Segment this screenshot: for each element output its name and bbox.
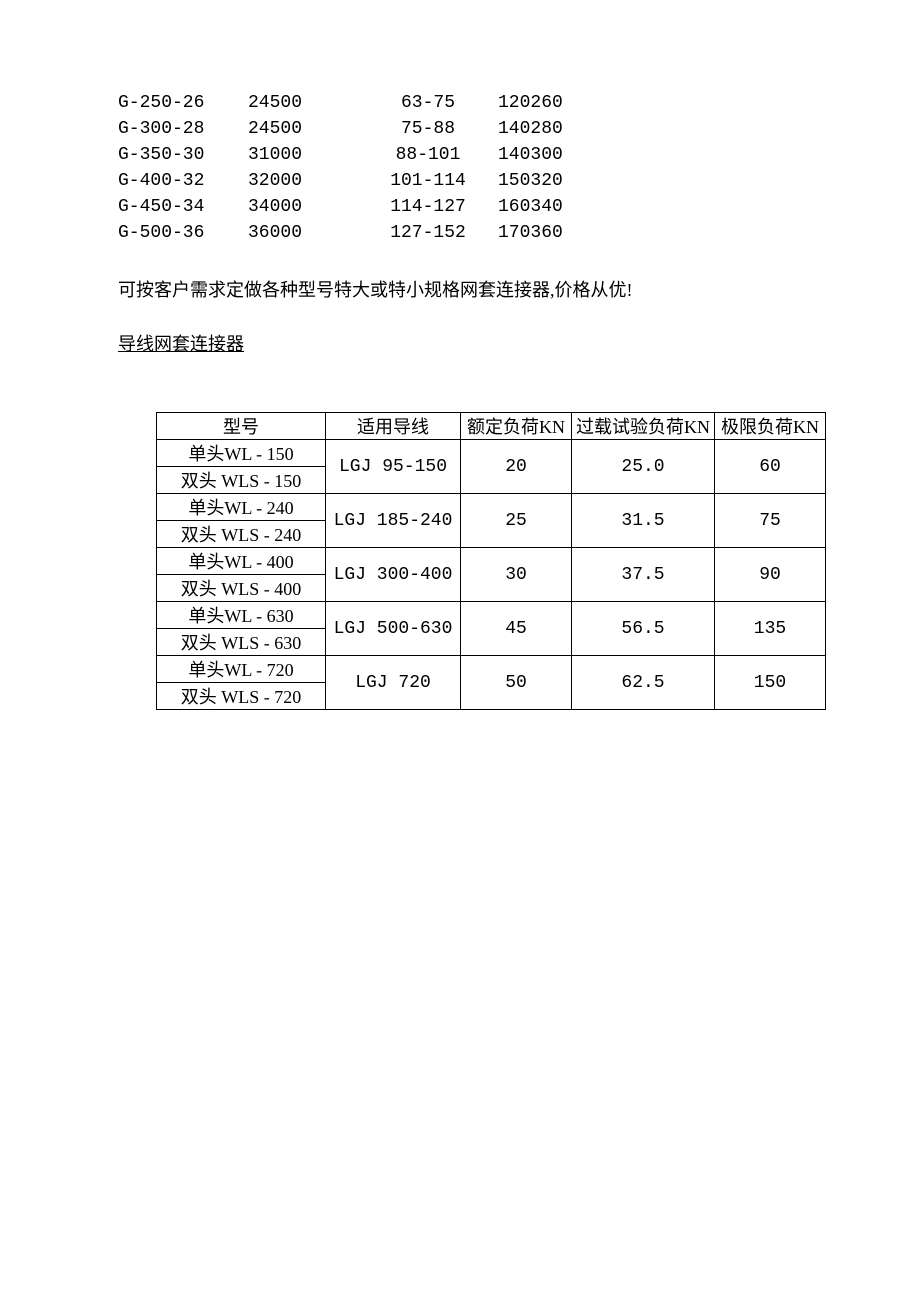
spec-col-model: G-300-28 [118,116,248,142]
cell-rated: 50 [461,656,572,710]
spec-col-c: 127-152 [368,220,488,246]
table-row: 单头WL - 240 LGJ 185-240 25 31.5 75 [157,494,826,521]
spec-col-model: G-400-32 [118,168,248,194]
spec-col-model: G-250-26 [118,90,248,116]
spec-col-b: 32000 [248,168,368,194]
spec-col-d: 120260 [488,90,598,116]
th-wire: 适用导线 [326,413,461,440]
cell-model-double: 双头 WLS - 400 [157,575,326,602]
cell-model-single: 单头WL - 630 [157,602,326,629]
spec-col-d: 140300 [488,142,598,168]
connector-table-wrap: 型号 适用导线 额定负荷KN 过载试验负荷KN 极限负荷KN 单头WL - 15… [156,412,920,710]
spec-col-d: 170360 [488,220,598,246]
cell-overload: 37.5 [572,548,715,602]
spec-col-d: 150320 [488,168,598,194]
spec-col-model: G-450-34 [118,194,248,220]
cell-model-single: 单头WL - 720 [157,656,326,683]
spec-col-b: 34000 [248,194,368,220]
cell-wire: LGJ 500-630 [326,602,461,656]
spec-col-model: G-350-30 [118,142,248,168]
cell-rated: 25 [461,494,572,548]
cell-model-double: 双头 WLS - 720 [157,683,326,710]
table-header-row: 型号 适用导线 额定负荷KN 过载试验负荷KN 极限负荷KN [157,413,826,440]
table-row: 单头WL - 630 LGJ 500-630 45 56.5 135 [157,602,826,629]
cell-model-double: 双头 WLS - 240 [157,521,326,548]
spec-row: G-450-34 34000 114-127 160340 [118,194,920,220]
cell-wire: LGJ 300-400 [326,548,461,602]
cell-rated: 30 [461,548,572,602]
spec-col-c: 75-88 [368,116,488,142]
cell-model-single: 单头WL - 150 [157,440,326,467]
spec-list: G-250-26 24500 63-75 120260 G-300-28 245… [118,90,920,246]
spec-row: G-500-36 36000 127-152 170360 [118,220,920,246]
cell-overload: 25.0 [572,440,715,494]
spec-col-c: 114-127 [368,194,488,220]
note-text: 可按客户需求定做各种型号特大或特小规格网套连接器,价格从优! [118,276,920,302]
cell-model-single: 单头WL - 240 [157,494,326,521]
cell-overload: 31.5 [572,494,715,548]
spec-col-c: 88-101 [368,142,488,168]
cell-model-single: 单头WL - 400 [157,548,326,575]
spec-col-b: 31000 [248,142,368,168]
spec-row: G-350-30 31000 88-101 140300 [118,142,920,168]
spec-col-d: 160340 [488,194,598,220]
cell-wire: LGJ 185-240 [326,494,461,548]
th-rated: 额定负荷KN [461,413,572,440]
cell-wire: LGJ 720 [326,656,461,710]
spec-row: G-300-28 24500 75-88 140280 [118,116,920,142]
table-row: 单头WL - 720 LGJ 720 50 62.5 150 [157,656,826,683]
cell-limit: 60 [715,440,826,494]
spec-col-b: 36000 [248,220,368,246]
spec-col-model: G-500-36 [118,220,248,246]
cell-limit: 135 [715,602,826,656]
cell-limit: 90 [715,548,826,602]
cell-overload: 56.5 [572,602,715,656]
cell-limit: 150 [715,656,826,710]
th-overload: 过载试验负荷KN [572,413,715,440]
connector-table: 型号 适用导线 额定负荷KN 过载试验负荷KN 极限负荷KN 单头WL - 15… [156,412,826,710]
spec-row: G-400-32 32000 101-114 150320 [118,168,920,194]
section-title: 导线网套连接器 [118,330,920,356]
spec-col-c: 63-75 [368,90,488,116]
cell-limit: 75 [715,494,826,548]
table-row: 单头WL - 150 LGJ 95-150 20 25.0 60 [157,440,826,467]
cell-model-double: 双头 WLS - 150 [157,467,326,494]
cell-wire: LGJ 95-150 [326,440,461,494]
spec-row: G-250-26 24500 63-75 120260 [118,90,920,116]
spec-col-d: 140280 [488,116,598,142]
spec-col-b: 24500 [248,116,368,142]
cell-rated: 45 [461,602,572,656]
cell-rated: 20 [461,440,572,494]
spec-col-b: 24500 [248,90,368,116]
cell-overload: 62.5 [572,656,715,710]
cell-model-double: 双头 WLS - 630 [157,629,326,656]
th-model: 型号 [157,413,326,440]
th-limit: 极限负荷KN [715,413,826,440]
table-row: 单头WL - 400 LGJ 300-400 30 37.5 90 [157,548,826,575]
spec-col-c: 101-114 [368,168,488,194]
